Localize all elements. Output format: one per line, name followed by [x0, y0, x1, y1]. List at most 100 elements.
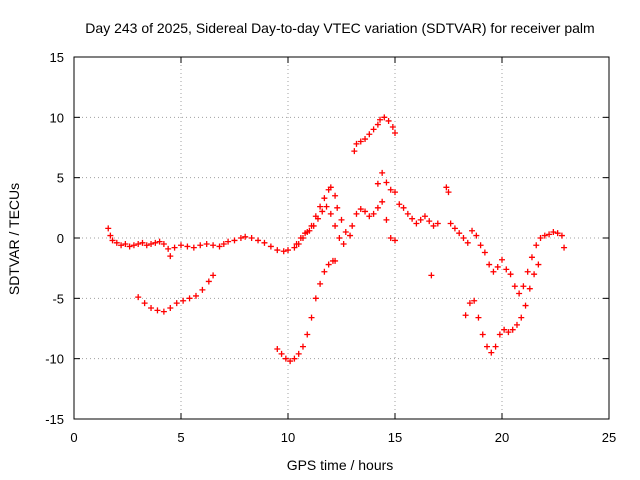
data-point	[135, 294, 142, 301]
data-point	[323, 203, 330, 210]
data-point	[295, 350, 302, 357]
series-group	[462, 261, 542, 356]
data-point	[374, 204, 381, 211]
data-point	[302, 230, 309, 237]
series-group	[135, 272, 217, 315]
data-point	[278, 350, 285, 357]
data-point	[490, 268, 497, 275]
data-point	[362, 136, 369, 143]
data-point	[488, 349, 495, 356]
data-point	[353, 140, 360, 147]
data-point	[392, 130, 398, 137]
data-point	[353, 210, 360, 217]
data-point	[282, 355, 289, 362]
data-point	[321, 195, 328, 202]
data-point	[501, 326, 508, 333]
axis-ticks: 0 5 10 15 20 25 -15 -10 -5 0 5 10 15	[45, 50, 616, 445]
data-point	[180, 297, 187, 304]
data-point	[154, 307, 161, 314]
data-point	[464, 239, 471, 246]
data-point	[392, 237, 398, 244]
data-point	[216, 243, 223, 250]
data-point	[477, 242, 484, 249]
data-point	[291, 244, 298, 251]
data-point	[541, 232, 548, 239]
data-point	[518, 314, 525, 321]
x-tick-label: 5	[177, 430, 184, 445]
data-point	[308, 314, 315, 321]
data-point	[197, 242, 204, 249]
data-point	[387, 235, 394, 241]
data-point	[516, 290, 523, 297]
data-point	[404, 210, 411, 217]
data-point	[387, 186, 394, 193]
data-point	[528, 254, 535, 261]
data-point	[304, 331, 311, 338]
data-point	[143, 242, 150, 249]
data-point	[426, 218, 433, 225]
data-point	[171, 244, 178, 251]
data-point	[340, 241, 347, 248]
data-point	[484, 343, 491, 350]
data-point	[165, 245, 172, 252]
data-point	[460, 235, 467, 241]
data-point	[152, 239, 159, 246]
data-point	[148, 241, 155, 248]
x-tick-label: 20	[495, 430, 509, 445]
data-point	[184, 243, 191, 250]
data-point	[248, 235, 255, 241]
data-point	[334, 204, 341, 211]
data-point	[486, 261, 493, 268]
data-point	[413, 220, 420, 227]
data-point	[167, 253, 174, 260]
data-point	[267, 243, 274, 250]
data-point	[332, 257, 339, 264]
data-point	[118, 242, 125, 249]
data-point	[374, 180, 381, 187]
data-point	[122, 241, 129, 248]
y-tick-label: -15	[45, 412, 64, 427]
data-point	[381, 114, 388, 121]
data-point	[210, 272, 217, 279]
data-point	[105, 225, 112, 232]
data-point	[156, 238, 163, 245]
data-point	[317, 203, 324, 210]
data-point	[447, 220, 454, 227]
data-point	[173, 300, 180, 307]
data-point	[385, 117, 392, 124]
data-point	[531, 271, 538, 278]
y-tick-label: 5	[57, 171, 64, 186]
data-point	[274, 346, 281, 353]
data-point	[469, 227, 476, 234]
data-point	[507, 271, 514, 278]
data-point	[285, 247, 291, 254]
data-point	[327, 210, 334, 217]
data-point	[237, 235, 244, 241]
data-point	[374, 121, 381, 128]
data-point	[336, 235, 343, 241]
data-point	[321, 268, 328, 275]
data-point	[190, 244, 197, 251]
x-axis-label: GPS time / hours	[287, 457, 394, 473]
series-group	[351, 114, 398, 196]
data-point	[113, 239, 120, 246]
series-group	[293, 203, 347, 248]
data-point	[351, 148, 358, 155]
data-point	[231, 237, 238, 244]
data-point	[167, 304, 174, 311]
data-point	[366, 213, 373, 220]
data-point	[299, 343, 306, 350]
data-point	[261, 239, 268, 246]
data-point	[421, 213, 428, 220]
data-point	[396, 201, 403, 208]
data-point	[327, 184, 334, 191]
data-point	[370, 210, 377, 217]
data-point	[139, 239, 146, 246]
data-point	[135, 241, 142, 248]
data-point	[561, 244, 568, 251]
data-point	[342, 228, 349, 235]
data-point	[409, 215, 416, 222]
data-point	[481, 249, 488, 256]
data-point	[479, 331, 486, 338]
data-point	[319, 208, 326, 215]
